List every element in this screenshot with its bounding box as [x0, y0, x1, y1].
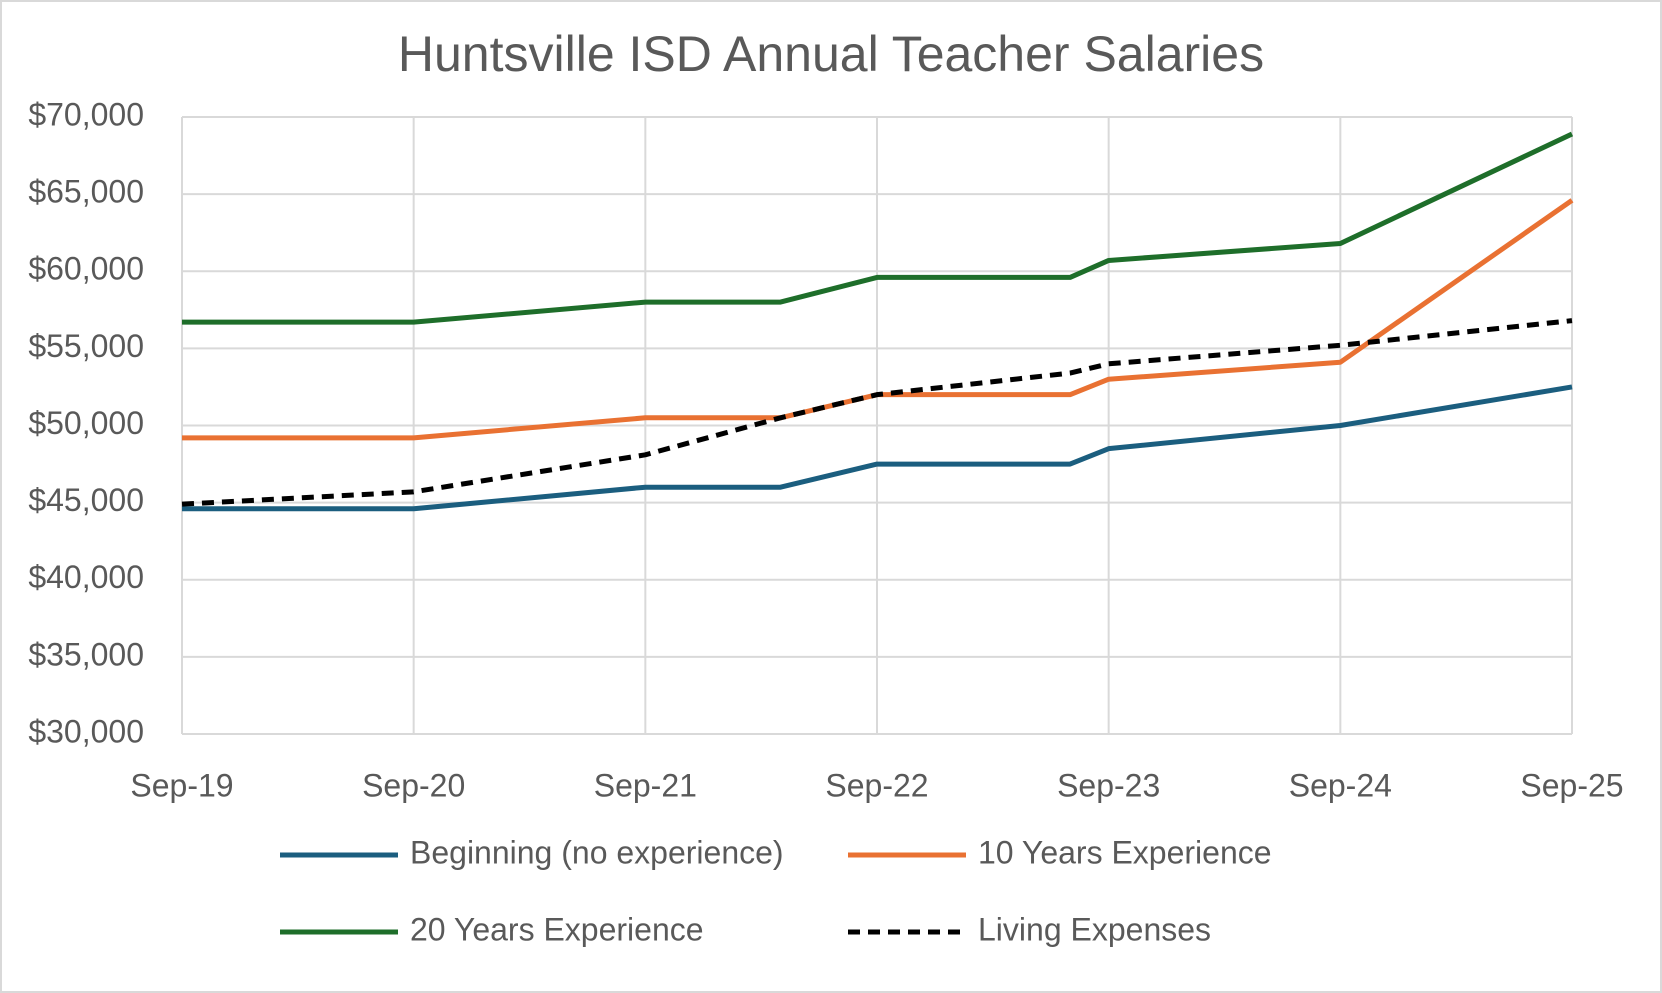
series-line	[182, 131, 1574, 325]
legend-label: 20 Years Experience	[410, 911, 704, 947]
x-tick-label: Sep-19	[130, 767, 233, 803]
y-tick-label: $55,000	[28, 328, 144, 364]
x-tick-label: Sep-20	[362, 767, 465, 803]
y-tick-label: $40,000	[28, 559, 144, 595]
y-tick-label: $70,000	[28, 96, 144, 132]
series-line	[181, 318, 1573, 507]
legend-label: Beginning (no experience)	[410, 834, 784, 870]
chart-title: Huntsville ISD Annual Teacher Salaries	[398, 26, 1264, 82]
x-tick-label: Sep-21	[594, 767, 697, 803]
y-tick-label: $45,000	[28, 482, 144, 518]
legend-label: Living Expenses	[978, 911, 1211, 947]
series-line	[182, 384, 1573, 512]
y-tick-label: $30,000	[28, 713, 144, 749]
legend-label: 10 Years Experience	[978, 834, 1272, 870]
x-tick-label: Sep-25	[1520, 767, 1623, 803]
y-tick-label: $50,000	[28, 405, 144, 441]
x-tick-label: Sep-23	[1057, 767, 1160, 803]
x-tick-label: Sep-24	[1289, 767, 1392, 803]
y-tick-label: $65,000	[28, 174, 144, 210]
y-tick-label: $35,000	[28, 636, 144, 672]
y-tick-label: $60,000	[28, 251, 144, 287]
x-tick-label: Sep-22	[825, 767, 928, 803]
